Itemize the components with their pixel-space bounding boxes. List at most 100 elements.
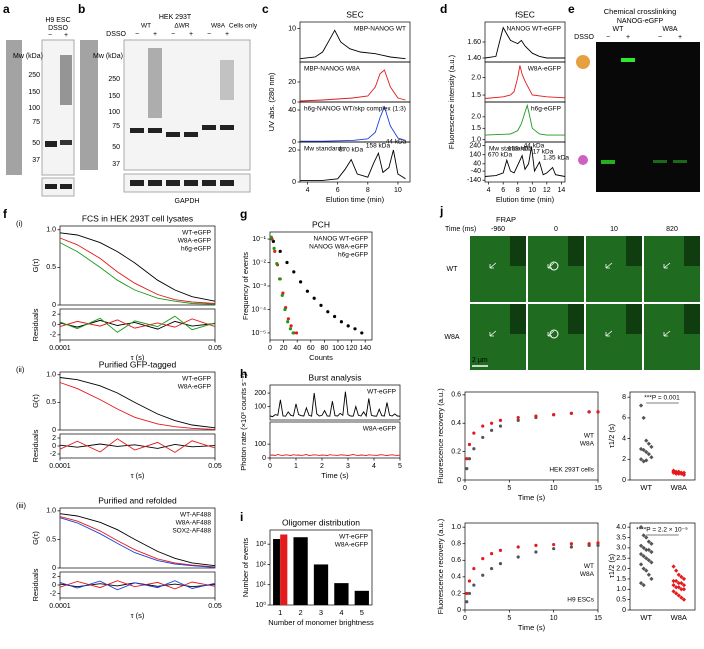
y-tick-label: 1.0 — [46, 372, 56, 379]
series-line — [59, 443, 216, 449]
x-tick-label: 0 — [463, 485, 467, 492]
series-line — [59, 242, 216, 305]
data-point — [638, 562, 644, 567]
frap-time: -960 — [491, 226, 505, 233]
data-point — [534, 543, 538, 547]
y-tick-label: 0 — [262, 455, 266, 462]
plot-frame — [269, 384, 401, 421]
annotation: 158 kDa — [366, 143, 391, 150]
series-line — [269, 454, 401, 456]
data-point — [674, 470, 679, 475]
frap-shade — [568, 304, 584, 334]
x-tick-label: 10 — [528, 187, 536, 194]
lane-label: + — [153, 31, 157, 38]
y-axis-label: G(τ) — [31, 258, 40, 272]
y-axis-label: Residuals — [31, 429, 40, 462]
panel-tag: (iii) — [16, 501, 26, 510]
data-point — [465, 600, 469, 604]
band — [184, 180, 198, 186]
scale-label: 2 μm — [472, 357, 488, 364]
x-tick-label: 120 — [346, 345, 358, 352]
data-point — [587, 542, 591, 546]
data-point — [339, 320, 343, 324]
data-point — [275, 262, 279, 266]
data-point — [498, 418, 503, 422]
data-point — [326, 310, 330, 314]
data-point — [646, 572, 651, 577]
gel-label: H9 ESC — [45, 17, 70, 24]
gel-title: Chemical crosslinking — [604, 7, 677, 16]
y-tick-label: 20 — [288, 147, 296, 154]
band — [148, 180, 162, 186]
protein-icon — [576, 55, 590, 69]
plot-frame — [464, 391, 599, 481]
y-axis-label: UV abs. (280 nm) — [267, 72, 276, 131]
y-tick-label: 10¹ — [256, 582, 267, 589]
x-tick-label: W8A — [671, 613, 687, 622]
panel-tag: (i) — [16, 219, 23, 228]
data-point — [649, 541, 654, 546]
data-point — [283, 307, 287, 312]
annotation: 17 kDa — [533, 149, 554, 156]
series-line — [484, 146, 566, 177]
x-tick-label: 5 — [398, 463, 402, 470]
y-axis-label: Photon rate (×10³ counts s⁻¹) — [239, 373, 248, 471]
y-tick-label: 2.0 — [616, 565, 626, 572]
data-point — [346, 324, 350, 328]
band — [60, 184, 72, 189]
data-point — [498, 424, 503, 428]
data-point — [273, 249, 277, 253]
data-point — [516, 418, 520, 422]
plot-frame — [484, 141, 566, 183]
gel-image — [596, 42, 700, 192]
data-point — [649, 576, 654, 582]
chart-title: fSEC — [515, 9, 535, 19]
data-point — [679, 574, 684, 579]
panel-letter: h — [240, 367, 247, 381]
data-point — [641, 533, 646, 538]
annotation: 670 kDa — [488, 152, 513, 159]
legend-entry: W8A — [580, 441, 595, 448]
annotation: 158 kDa — [508, 146, 533, 153]
x-tick-label: 140 — [359, 345, 371, 352]
y-tick-label: 1.60 — [467, 39, 481, 46]
y-tick-label: 4 — [622, 435, 626, 442]
band — [148, 48, 162, 118]
marker-label: 37 — [112, 161, 120, 168]
data-point — [481, 557, 485, 561]
y-tick-label: 40 — [288, 107, 296, 114]
chart-title: SEC — [346, 9, 363, 19]
frap-row: WT — [447, 266, 459, 273]
x-tick-label: 4 — [487, 187, 491, 194]
data-point — [671, 583, 676, 588]
data-point — [679, 580, 684, 586]
x-tick-label: 0 — [268, 463, 272, 470]
y-tick-label: 0.5 — [46, 536, 56, 543]
legend-entry: W8A-eGFP — [178, 384, 211, 391]
data-point — [490, 552, 494, 556]
chart-note: H9 ESCs — [567, 597, 594, 604]
y-tick-label: 0.4 — [451, 574, 461, 581]
y-tick-label: 10⁰ — [255, 601, 266, 609]
y-tick-label: 0 — [622, 477, 626, 484]
y-tick-label: 0 — [292, 99, 296, 106]
marker-label: 37 — [32, 157, 40, 164]
y-tick-label: 0.2 — [451, 590, 461, 597]
data-point — [465, 467, 469, 471]
data-point — [291, 331, 295, 335]
y-tick-label: 1.5 — [471, 125, 481, 132]
y-tick-label: 0 — [292, 179, 296, 186]
data-point — [516, 415, 520, 420]
x-axis-label: Counts — [309, 353, 333, 362]
data-point — [569, 542, 574, 546]
y-tick-label: 2.0 — [471, 74, 481, 81]
chart-title: FCS in HEK 293T cell lysates — [82, 213, 193, 223]
y-tick-label: 1.5 — [616, 576, 626, 583]
lane-label: + — [225, 31, 229, 38]
panel-tag: (ii) — [16, 365, 25, 374]
ladder-image — [6, 40, 22, 175]
data-point — [467, 457, 472, 461]
chart-title: Burst analysis — [309, 372, 362, 382]
y-tick-label: -2 — [50, 451, 56, 458]
y-tick-label: 0 — [52, 427, 56, 434]
